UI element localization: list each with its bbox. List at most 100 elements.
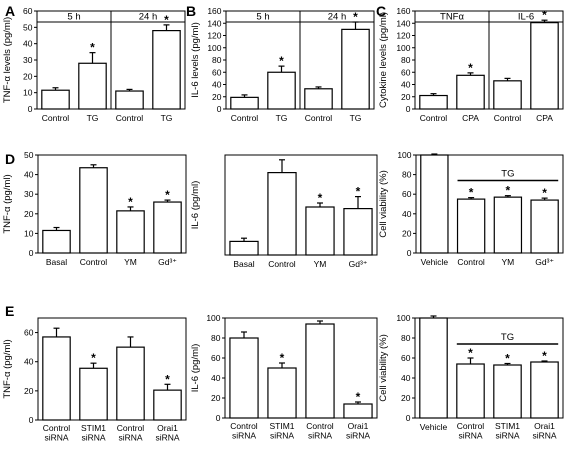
category-label: siRNA [118,433,142,443]
group-label: 24 h [139,12,158,23]
bar [456,198,486,254]
bar [229,240,259,256]
y-tick-label: 50 [24,150,34,160]
bar [343,208,373,256]
bar [116,346,145,421]
y-tick-label: 140 [396,18,410,28]
bar [304,88,333,110]
y-tick-label: 80 [401,55,411,65]
panel-label: D [5,151,15,167]
y-tick-label: 100 [397,150,411,160]
category-label: Control [494,113,522,123]
category-label: Control [80,257,108,267]
significance-star: * [318,191,323,205]
significance-star: * [542,8,547,22]
y-axis-label: IL-6 (pg/ml) [190,181,201,230]
chart-panel-b: 5 h 24 h 0 20 40 60 80 100 120 140 160 IL-6 levels … [186,3,375,123]
y-tick-label: 60 [401,353,411,363]
significance-star: * [128,195,133,209]
y-tick-label: 40 [23,39,33,49]
category-label: Control [305,113,333,123]
y-tick-label: 80 [212,55,222,65]
y-tick-label: 140 [207,18,221,28]
category-label: CPA [462,113,479,123]
y-tick-label: 10 [23,88,33,98]
y-tick-label: 100 [396,313,410,323]
significance-star: * [469,186,474,200]
y-tick-label: 40 [401,80,411,90]
category-label: TG [161,113,173,123]
bar [419,317,448,419]
category-label: YM [124,257,137,267]
plot-frame [37,154,187,254]
bar [42,336,71,421]
bar [530,22,559,110]
panel-label: A [5,3,15,19]
chart-panel-d3: 0 20 40 60 80 100 Cell viability (%) Vehicle * Co… [378,150,564,267]
chart-panel-d1: 0 10 20 30 40 50 TNF-α (pg/ml) Basal Control * YM *… [2,150,187,267]
group-label: 5 h [67,12,80,23]
category-label: siRNA [81,433,105,443]
y-tick-label: 0 [29,248,34,258]
bar [229,337,259,419]
y-tick-label: 10 [24,228,34,238]
y-tick-label: 0 [29,415,34,425]
significance-star: * [353,10,358,24]
chart-panel-e3: 0 20 40 60 80 100 Cell viability (%) Vehicle * Co… [378,313,564,441]
y-tick-label: 20 [401,92,411,102]
category-label: Control [306,421,334,431]
y-tick-label: 60 [23,6,33,16]
y-tick-label: 60 [402,189,412,199]
significance-star: * [542,349,547,363]
y-tick-label: 100 [207,43,221,53]
plot-frame [224,154,378,256]
treatment-label: TG [501,168,514,179]
y-tick-label: 40 [211,373,221,383]
category-label: Control [231,113,259,123]
y-tick-label: 80 [402,170,412,180]
y-tick-label: 0 [216,413,221,423]
y-axis-label: Cell viability (%) [378,170,389,238]
bar [116,210,145,254]
category-label: siRNA [458,431,482,441]
y-tick-label: 20 [23,71,33,81]
bar [230,96,259,110]
panel-label: C [376,3,386,19]
category-label: Vehicle [420,422,448,432]
y-axis-label: Cell viability (%) [378,334,389,402]
bar [42,229,71,254]
category-label: siRNA [495,431,519,441]
group-label: 5 h [256,12,269,23]
y-tick-label: 20 [402,228,412,238]
category-label: STIM1 [269,421,294,431]
y-tick-label: 60 [211,353,221,363]
bar [420,154,449,254]
bar [267,71,296,110]
y-axis-label: IL-6 levels (pg/ml) [190,22,201,98]
chart-panel-d2: IL-6 (pg/ml) Basal Control * YM * Gd³⁺ [190,154,378,269]
category-label: Vehicle [421,257,449,267]
bar [305,323,335,419]
significance-star: * [468,61,473,75]
y-tick-label: 20 [211,393,221,403]
significance-star: * [91,351,96,365]
panel-label: E [5,303,14,319]
category-label: Orai1 [157,423,178,433]
bar [419,94,448,110]
category-label: STIM1 [495,421,520,431]
bar [493,196,523,254]
bar [305,206,335,256]
significance-star: * [356,390,361,404]
y-tick-label: 40 [212,80,222,90]
y-tick-label: 40 [401,373,411,383]
bar [79,367,108,421]
bar [78,62,107,110]
category-label: Orai1 [348,421,369,431]
category-label: TG [276,113,288,123]
category-label: Control [457,421,485,431]
plot-frame [414,317,564,419]
category-label: CPA [536,113,553,123]
y-tick-label: 100 [206,313,220,323]
